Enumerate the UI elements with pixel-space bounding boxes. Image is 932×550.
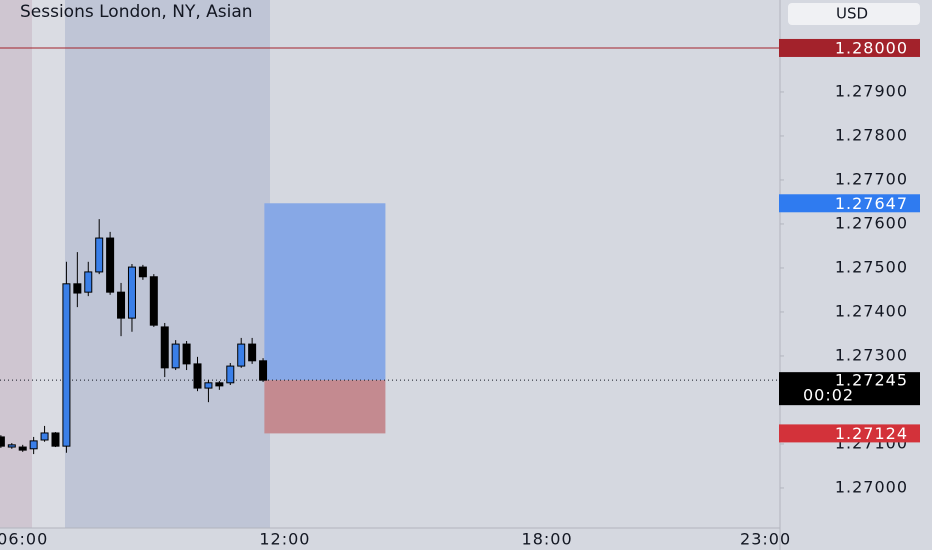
countdown: 00:02 xyxy=(803,386,854,405)
price-label-box xyxy=(779,38,920,57)
candle-body xyxy=(160,326,169,369)
candle-body xyxy=(237,343,246,367)
candle-body xyxy=(29,440,38,450)
x-tick-label: 06:00 xyxy=(0,530,48,549)
price-label-box xyxy=(779,194,920,213)
candle-body xyxy=(226,365,235,384)
price-axis: 1.270001.271001.272001.273001.274001.275… xyxy=(779,38,920,496)
stop-zone xyxy=(264,380,386,434)
y-tick-label: 1.27400 xyxy=(835,301,908,320)
price-label: 1.28000 xyxy=(835,38,908,57)
y-tick-label: 1.27900 xyxy=(835,81,908,100)
candle-body xyxy=(51,432,60,447)
y-tick-label: 1.27800 xyxy=(835,125,908,144)
candle-body xyxy=(259,360,268,381)
candle-body xyxy=(117,291,126,319)
y-tick-label: 1.27700 xyxy=(835,169,908,188)
last-price-box xyxy=(779,372,920,406)
candle-body xyxy=(138,266,147,278)
candle-body xyxy=(171,343,180,369)
candle-body xyxy=(73,283,82,294)
currency: USD xyxy=(836,5,868,23)
y-tick-label: 1.27300 xyxy=(835,345,908,364)
candle-body xyxy=(127,266,136,319)
y-tick-label: 1.27500 xyxy=(835,257,908,276)
y-tick-label: 1.27000 xyxy=(835,477,908,496)
target-zone xyxy=(264,203,386,381)
candle-body xyxy=(248,343,257,362)
candle-body xyxy=(193,363,202,389)
price-label-box xyxy=(779,424,920,443)
x-tick-label: 23:00 xyxy=(740,530,791,549)
x-tick-label: 12:00 xyxy=(259,530,310,549)
candle-body xyxy=(149,276,158,326)
candle-body xyxy=(62,283,71,447)
candle-body xyxy=(182,343,191,365)
candle-body xyxy=(40,432,49,441)
y-tick-label: 1.27600 xyxy=(835,213,908,232)
candle-body xyxy=(7,444,16,448)
currency-button[interactable] xyxy=(788,3,920,25)
price-axis-panel xyxy=(780,0,932,550)
candle-body xyxy=(84,271,93,293)
last-price-label: 1.27245 xyxy=(835,371,908,390)
x-tick-label: 18:00 xyxy=(522,530,573,549)
candle-body xyxy=(204,382,213,389)
candle-body xyxy=(0,436,5,447)
plot xyxy=(0,47,780,455)
chart-title: Sessions London, NY, Asian xyxy=(20,2,253,22)
price-label: 1.27124 xyxy=(835,424,908,443)
candle-body xyxy=(106,237,115,293)
candle-body xyxy=(215,382,224,387)
candle-body xyxy=(95,237,104,273)
price-label: 1.27647 xyxy=(835,194,908,213)
candle-body xyxy=(18,446,27,451)
asian-session xyxy=(0,0,32,528)
